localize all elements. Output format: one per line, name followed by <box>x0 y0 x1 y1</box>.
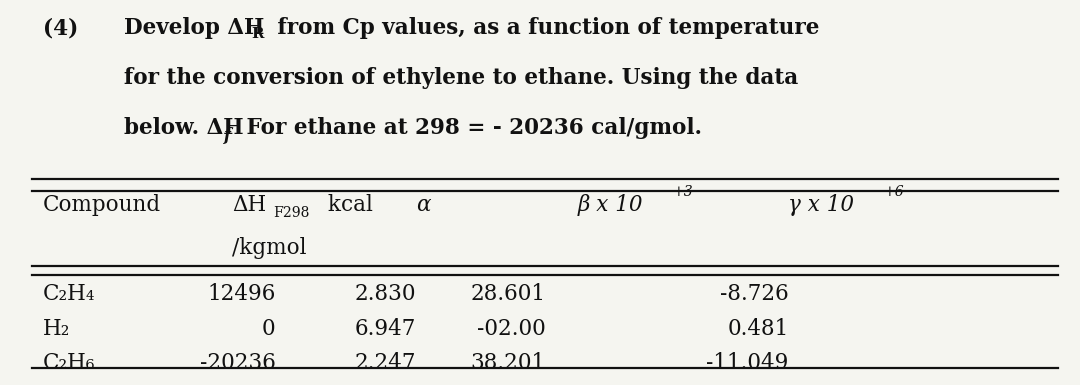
Text: ΔH: ΔH <box>232 194 267 216</box>
Text: -8.726: -8.726 <box>719 283 788 305</box>
Text: α: α <box>416 194 430 216</box>
Text: 12496: 12496 <box>207 283 275 305</box>
Text: below. ΔH: below. ΔH <box>124 117 244 139</box>
Text: for the conversion of ethylene to ethane. Using the data: for the conversion of ethylene to ethane… <box>124 67 798 89</box>
Text: 0.481: 0.481 <box>727 318 788 340</box>
Text: γ x 10: γ x 10 <box>788 194 854 216</box>
Text: C₂H₆: C₂H₆ <box>43 352 95 374</box>
Text: Develop ΔH: Develop ΔH <box>124 17 265 39</box>
Text: 0: 0 <box>261 318 275 340</box>
Text: f: f <box>224 127 230 144</box>
Text: (4): (4) <box>43 17 79 39</box>
Text: For ethane at 298 = - 20236 cal/gmol.: For ethane at 298 = - 20236 cal/gmol. <box>239 117 702 139</box>
Text: -11.049: -11.049 <box>706 352 788 374</box>
Text: -20236: -20236 <box>200 352 275 374</box>
Text: -02.00: -02.00 <box>476 318 545 340</box>
Text: R: R <box>252 27 265 41</box>
Text: 38.201: 38.201 <box>470 352 545 374</box>
Text: /kgmol: /kgmol <box>232 237 307 259</box>
Text: 6.947: 6.947 <box>354 318 416 340</box>
Text: from Cp values, as a function of temperature: from Cp values, as a function of tempera… <box>270 17 820 39</box>
Text: 28.601: 28.601 <box>471 283 545 305</box>
Text: +6: +6 <box>883 185 904 199</box>
Text: kcal: kcal <box>321 194 373 216</box>
Text: Compound: Compound <box>43 194 161 216</box>
Text: 2.830: 2.830 <box>354 283 416 305</box>
Text: F298: F298 <box>273 206 310 220</box>
Text: 2.247: 2.247 <box>354 352 416 374</box>
Text: C₂H₄: C₂H₄ <box>43 283 95 305</box>
Text: +3: +3 <box>673 185 693 199</box>
Text: H₂: H₂ <box>43 318 70 340</box>
Text: β x 10: β x 10 <box>578 194 644 216</box>
